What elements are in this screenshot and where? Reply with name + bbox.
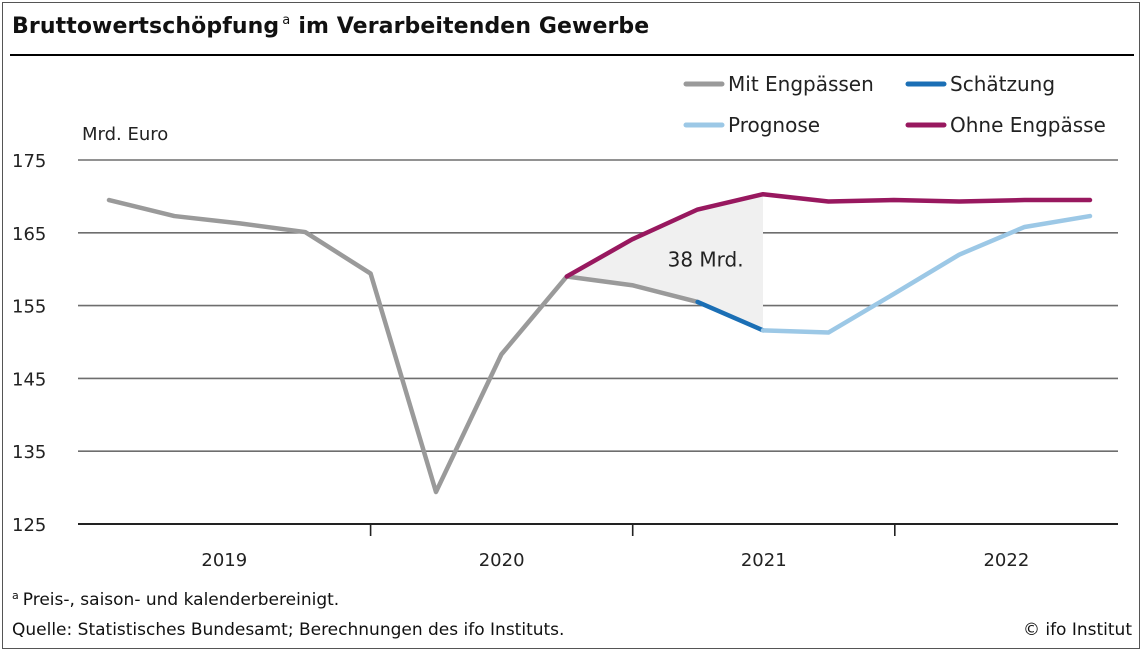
legend-label: Schätzung	[950, 72, 1055, 96]
source-note: Quelle: Statistisches Bundesamt; Berechn…	[12, 620, 565, 640]
y-tick-label: 145	[12, 369, 46, 390]
series-line-mit-engpässen	[106, 197, 700, 495]
footnote: a Preis-, saison- und kalenderbereinigt.	[12, 589, 340, 610]
x-tick-label: 2019	[201, 550, 247, 571]
footnote-text: Preis-, saison- und kalenderbereinigt.	[22, 590, 340, 610]
chart-title-text-2: im Verarbeitenden Gewerbe	[298, 14, 650, 39]
legend-label: Ohne Engpässe	[950, 113, 1106, 137]
y-tick-label: 155	[12, 297, 46, 318]
y-tick-label: 175	[12, 151, 46, 172]
title-rule	[10, 54, 1134, 56]
footnote-marker: a	[12, 589, 19, 602]
series-line-ohne-engpässe	[564, 191, 1093, 279]
series-line-schätzung	[695, 299, 766, 333]
series-line-prognose	[760, 213, 1093, 335]
y-axis-unit: Mrd. Euro	[82, 124, 168, 145]
y-tick-label: 165	[12, 224, 46, 245]
x-tick-label: 2021	[741, 550, 787, 571]
x-tick-label: 2020	[479, 550, 525, 571]
copyright-note: © ifo Institut	[1022, 620, 1132, 640]
chart-title: Bruttowertschöpfung a im Verarbeitenden Ge…	[12, 13, 650, 39]
y-tick-label: 135	[12, 442, 46, 463]
y-tick-label: 125	[12, 515, 46, 536]
chart-title-text: Bruttowertschöpfung	[12, 14, 280, 39]
title-footnote-marker: a	[282, 13, 291, 28]
legend-label: Prognose	[728, 113, 820, 137]
x-tick-label: 2022	[983, 550, 1029, 571]
legend-label: Mit Engpässen	[728, 72, 874, 96]
gap-annotation: 38 Mrd.	[668, 247, 744, 271]
gap-shading	[566, 194, 763, 331]
